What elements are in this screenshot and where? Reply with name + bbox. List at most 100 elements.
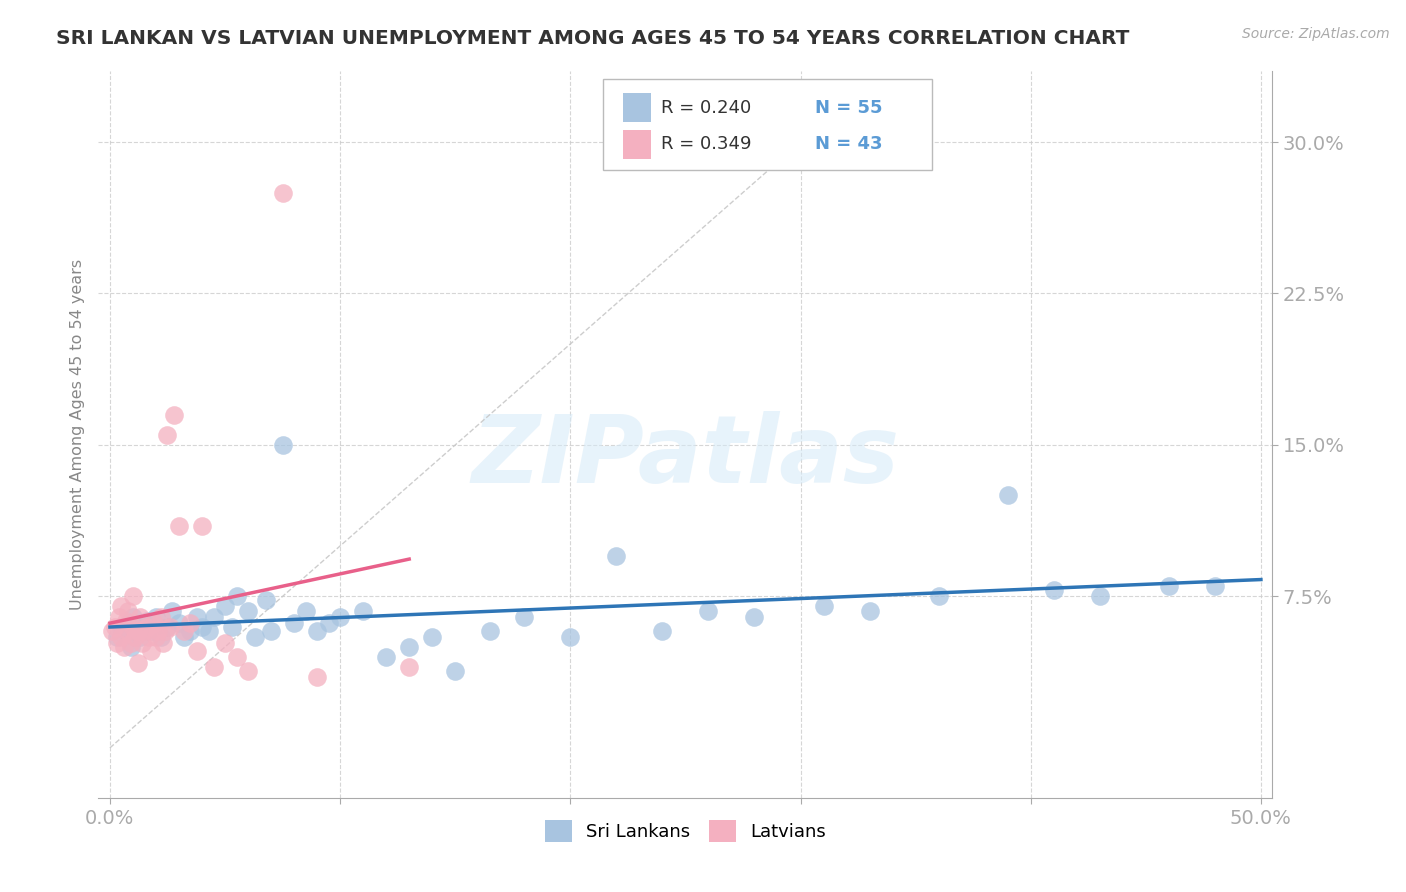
Point bbox=[1157, 579, 1180, 593]
Point bbox=[243, 630, 266, 644]
Point bbox=[225, 590, 247, 604]
Bar bbox=[623, 93, 651, 122]
Point bbox=[352, 603, 374, 617]
Text: R = 0.240: R = 0.240 bbox=[661, 99, 751, 117]
Point bbox=[160, 603, 183, 617]
Point bbox=[153, 624, 176, 638]
Text: Source: ZipAtlas.com: Source: ZipAtlas.com bbox=[1241, 27, 1389, 41]
Point bbox=[105, 630, 128, 644]
Point bbox=[186, 609, 208, 624]
Point bbox=[108, 609, 131, 624]
Point bbox=[179, 615, 201, 630]
Point bbox=[120, 636, 142, 650]
Point bbox=[103, 620, 125, 634]
Point bbox=[142, 615, 165, 630]
Point bbox=[122, 620, 145, 634]
Point bbox=[173, 624, 195, 638]
Point bbox=[131, 636, 153, 650]
Point bbox=[122, 609, 145, 624]
Point bbox=[813, 599, 835, 614]
Point bbox=[179, 624, 201, 638]
Point bbox=[145, 609, 167, 624]
Point bbox=[221, 620, 243, 634]
Point bbox=[135, 620, 157, 634]
Point bbox=[138, 630, 160, 644]
Point bbox=[134, 620, 156, 634]
Point bbox=[128, 630, 150, 644]
Point bbox=[198, 624, 221, 638]
FancyBboxPatch shape bbox=[603, 78, 932, 169]
Point bbox=[159, 620, 181, 634]
Point bbox=[149, 630, 172, 644]
Point bbox=[122, 590, 145, 604]
Text: ZIPatlas: ZIPatlas bbox=[471, 410, 900, 503]
Point bbox=[127, 624, 149, 638]
Point bbox=[152, 636, 174, 650]
Point bbox=[294, 603, 316, 617]
Point bbox=[128, 609, 150, 624]
Point bbox=[145, 630, 167, 644]
Point bbox=[167, 518, 190, 533]
Point bbox=[156, 428, 179, 442]
Point bbox=[120, 640, 142, 654]
Point bbox=[124, 630, 146, 644]
Point bbox=[127, 624, 149, 638]
Point bbox=[167, 615, 190, 630]
Point bbox=[141, 644, 163, 658]
Point bbox=[117, 603, 139, 617]
Point bbox=[101, 624, 124, 638]
Point bbox=[444, 664, 467, 678]
Point bbox=[117, 624, 139, 638]
Point bbox=[256, 593, 278, 607]
Point bbox=[1088, 590, 1111, 604]
Point bbox=[236, 664, 259, 678]
Point bbox=[398, 640, 420, 654]
Point bbox=[110, 599, 132, 614]
Point bbox=[117, 615, 139, 630]
Point bbox=[105, 636, 128, 650]
Point bbox=[744, 609, 766, 624]
Point bbox=[307, 670, 329, 684]
Point bbox=[112, 640, 135, 654]
Point bbox=[141, 624, 163, 638]
Point bbox=[271, 186, 294, 200]
Point bbox=[928, 590, 950, 604]
Point bbox=[318, 615, 340, 630]
Point bbox=[858, 603, 880, 617]
Point bbox=[110, 630, 132, 644]
Point bbox=[697, 603, 720, 617]
Text: R = 0.349: R = 0.349 bbox=[661, 135, 751, 153]
Point bbox=[560, 630, 582, 644]
Point bbox=[214, 636, 236, 650]
Point bbox=[398, 660, 420, 674]
Point bbox=[283, 615, 305, 630]
Text: N = 43: N = 43 bbox=[814, 135, 882, 153]
Point bbox=[156, 620, 179, 634]
Point bbox=[173, 630, 195, 644]
Point bbox=[1204, 579, 1226, 593]
Point bbox=[478, 624, 501, 638]
Point bbox=[115, 624, 138, 638]
Point bbox=[513, 609, 536, 624]
Point bbox=[135, 614, 157, 628]
Text: N = 55: N = 55 bbox=[814, 99, 882, 117]
Point bbox=[605, 549, 627, 563]
Point bbox=[375, 650, 398, 665]
Point bbox=[134, 624, 156, 638]
Point bbox=[651, 624, 673, 638]
Point bbox=[214, 599, 236, 614]
Point bbox=[191, 518, 214, 533]
Point bbox=[260, 624, 283, 638]
Point bbox=[115, 614, 138, 628]
Point bbox=[236, 603, 259, 617]
Y-axis label: Unemployment Among Ages 45 to 54 years: Unemployment Among Ages 45 to 54 years bbox=[69, 260, 84, 610]
Point bbox=[420, 630, 443, 644]
Point bbox=[307, 624, 329, 638]
Point bbox=[202, 660, 225, 674]
Point bbox=[186, 644, 208, 658]
Point bbox=[329, 609, 352, 624]
Point bbox=[225, 650, 247, 665]
Point bbox=[191, 620, 214, 634]
Point bbox=[149, 609, 172, 624]
Point bbox=[202, 609, 225, 624]
